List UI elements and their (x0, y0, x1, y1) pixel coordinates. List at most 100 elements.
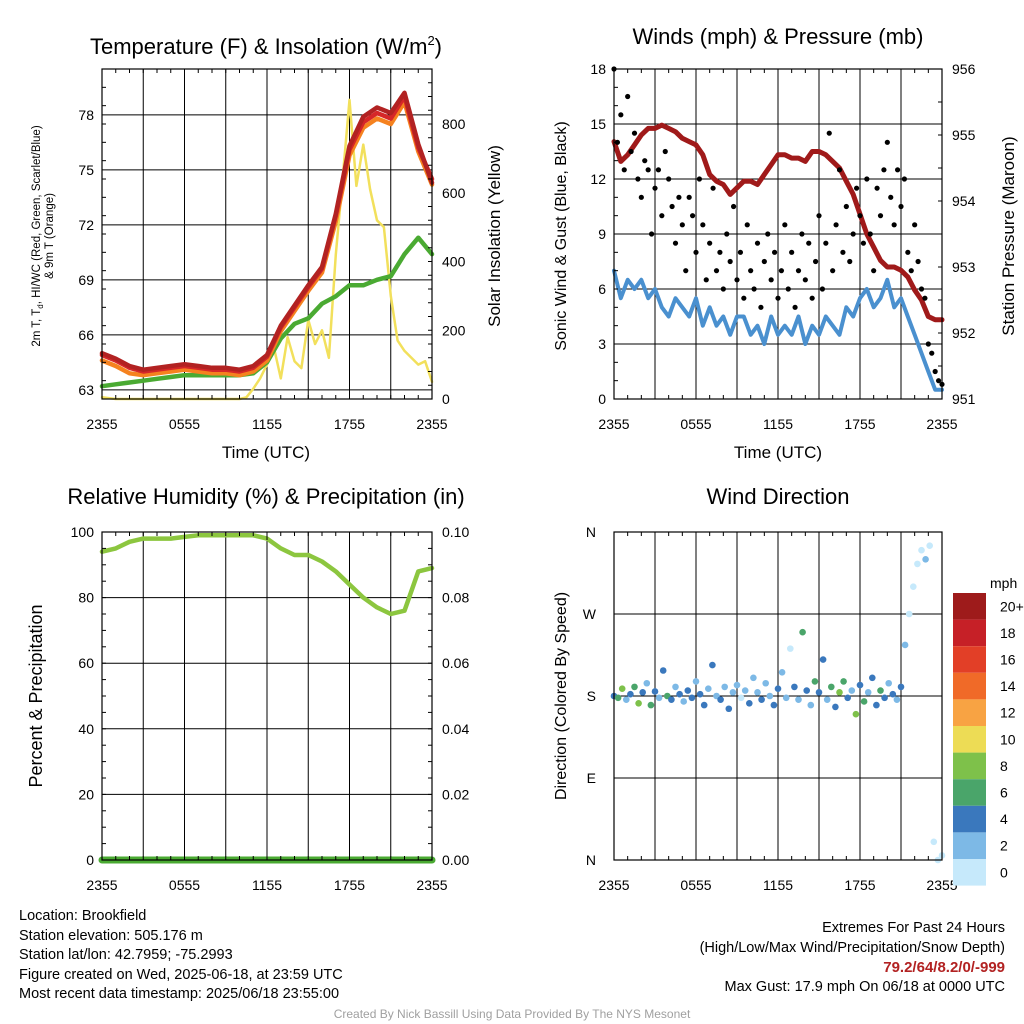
direction-point (930, 838, 938, 846)
direction-point (795, 696, 802, 703)
gust-point (826, 130, 832, 136)
direction-point (815, 689, 823, 696)
temperature-axes: 2355 0555 1155 1755 2355 63 66 69 72 75 78 0 200 400 6… (78, 68, 466, 432)
temperature-y-label-right: Solar Insolation (Yellow) (485, 145, 504, 327)
winds-plot-area (611, 66, 945, 392)
gust-point (666, 176, 672, 182)
direction-point (832, 703, 839, 711)
legend-label: 2 (1000, 838, 1008, 854)
direction-point (889, 690, 897, 698)
direction-point (852, 710, 860, 718)
direction-point (762, 679, 769, 687)
direction-point (725, 705, 733, 713)
winds-y-tick-label-right: 952 (952, 325, 976, 341)
gust-point (713, 268, 720, 274)
winds-x-tick-label: 0555 (680, 416, 711, 432)
temperature-title-superscript: 2 (427, 33, 434, 48)
legend-swatch (953, 805, 986, 833)
gust-point (662, 148, 668, 155)
direction-point (676, 690, 683, 698)
gust-point (918, 286, 925, 292)
direction-tick-label: N (586, 852, 596, 868)
legend-label: 20+ (1000, 598, 1024, 614)
gust-point (765, 231, 771, 237)
max-gust: Max Gust: 17.9 mph On 06/18 at 0000 UTC (724, 978, 1005, 995)
gust-point (932, 368, 938, 375)
legend-title: mph (990, 575, 1017, 591)
wind-direction-x-tick-label: 2355 (598, 877, 629, 893)
gust-point (717, 249, 723, 255)
gust-point (819, 286, 826, 292)
direction-point (881, 694, 888, 702)
direction-point (651, 688, 659, 695)
gust-point (864, 176, 870, 182)
legend-swatch (953, 752, 986, 780)
wind-direction-plot-area (610, 542, 946, 864)
humidity-y-tick-label-left: 100 (71, 524, 95, 540)
gust-point (929, 350, 935, 356)
direction-point (864, 689, 872, 696)
gust-point (840, 249, 846, 255)
wind-direction-x-tick-label: 1155 (763, 877, 793, 893)
winds-y-tick-label-left: 12 (590, 171, 606, 187)
gust-point (860, 240, 867, 246)
gust-point (888, 194, 894, 200)
direction-tick-label: N (586, 524, 596, 540)
direction-point (635, 699, 642, 707)
direction-point (672, 683, 679, 691)
gust-point (877, 213, 884, 219)
wind-direction-title: Wind Direction (706, 484, 849, 509)
temperature-panel: Temperature (F) & Insolation (W/m2) 2355… (31, 33, 504, 462)
gust-point (898, 203, 904, 210)
gust-point (905, 249, 911, 255)
wind-direction-y-label: Direction (Colored By Speed) (553, 592, 570, 800)
wind-speed-legend: mph 20+ 18 16 14 12 10 8 6 4 2 0 (953, 575, 1024, 886)
winds-y-tick-label-right: 953 (952, 259, 976, 275)
direction-point (787, 645, 794, 652)
gust-point (683, 268, 689, 274)
temperature-grid (102, 69, 432, 399)
gust-point (628, 148, 634, 155)
winds-y-tick-label-left: 18 (590, 61, 606, 77)
humidity-axes: 2355 0555 1155 1755 2355 0 20 40 60 80 100 0.00 0.02… (71, 524, 470, 893)
gust-point (775, 295, 781, 301)
direction-point (639, 689, 646, 696)
direction-point (618, 685, 626, 693)
direction-point (901, 641, 909, 649)
direction-point (905, 610, 913, 618)
direction-point (684, 687, 692, 694)
humidity-y-tick-label-left: 80 (78, 590, 94, 606)
gust-point (748, 268, 754, 274)
direction-point (770, 701, 778, 709)
direction-point (692, 678, 700, 685)
gust-point (871, 268, 877, 274)
humidity-y-tick-label-left: 0 (86, 852, 94, 868)
winds-x-label: Time (UTC) (734, 443, 822, 462)
humidity-x-tick-label: 2355 (86, 877, 117, 893)
direction-point (914, 560, 921, 568)
humidity-x-tick-label: 2355 (416, 877, 447, 893)
temperature-x-tick-label: 1155 (252, 416, 282, 432)
gust-point (625, 93, 631, 100)
gust-point (915, 258, 921, 265)
extremes-values: 79.2/64/8.2/0/-999 (883, 959, 1005, 976)
temperature-y-tick-label-right: 400 (442, 254, 466, 270)
winds-title: Winds (mph) & Pressure (mb) (633, 24, 924, 49)
direction-point (860, 698, 868, 705)
gust-point (799, 231, 805, 237)
station-latlon: Station lat/lon: 42.7959; -75.2993 (19, 947, 233, 963)
temperature-y-tick-label-left: 63 (78, 382, 94, 398)
direction-point (877, 687, 884, 694)
direction-point (758, 696, 765, 703)
humidity-panel: Relative Humidity (%) & Precipitation (i… (26, 484, 469, 893)
legend-label: 0 (1000, 864, 1008, 880)
direction-point (647, 701, 655, 709)
direction-point (799, 628, 806, 636)
temperature-y-tick-label-right: 800 (442, 116, 466, 132)
direction-point (807, 701, 815, 709)
gust-point (853, 185, 860, 191)
gust-point (655, 167, 662, 173)
temperature-title-close: ) (435, 34, 442, 59)
direction-point (856, 681, 864, 689)
